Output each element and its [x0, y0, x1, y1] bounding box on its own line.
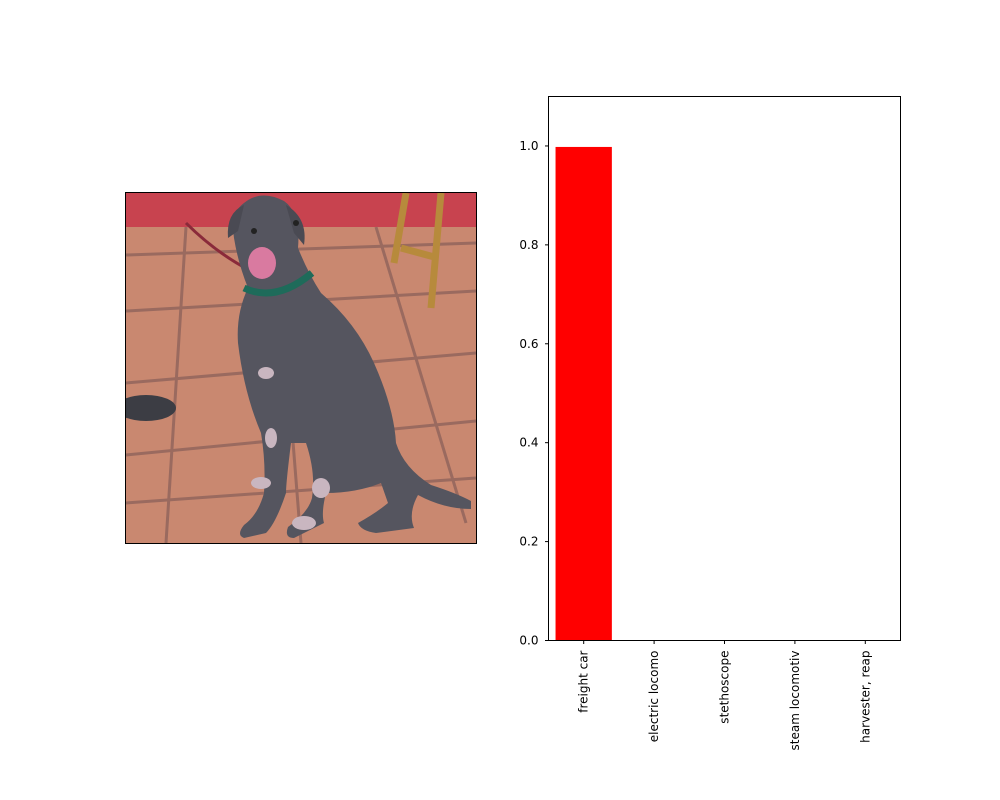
dog-photo	[125, 192, 477, 544]
y-tick-label: 0.2	[519, 535, 538, 549]
photo-dog-eye	[251, 228, 257, 234]
photo-paw-spots	[251, 367, 330, 530]
x-tick-label: steam locomotiv	[788, 651, 802, 751]
photo-collar	[242, 270, 315, 297]
photo-dog	[233, 195, 471, 538]
x-tick-label: electric locomo	[647, 651, 661, 743]
x-tick-label: freight car	[577, 650, 591, 712]
y-tick-label: 0.0	[519, 634, 538, 648]
x-tick-label: stethoscope	[718, 651, 732, 724]
y-tick-label: 0.6	[519, 337, 538, 351]
bar-freight-car	[555, 146, 612, 641]
y-tick-label: 1.0	[519, 139, 538, 153]
photo-shoe	[126, 395, 176, 421]
y-tick-label: 0.8	[519, 238, 538, 252]
photo-dog-icon	[126, 193, 476, 543]
photo-tongue	[248, 247, 276, 279]
x-tick-label: harvester, reap	[858, 651, 872, 743]
photo-dog-ear-left	[227, 205, 244, 238]
y-tick-label: 0.4	[519, 436, 538, 450]
photo-dog-eye	[293, 220, 299, 226]
photo-chair	[390, 193, 445, 309]
